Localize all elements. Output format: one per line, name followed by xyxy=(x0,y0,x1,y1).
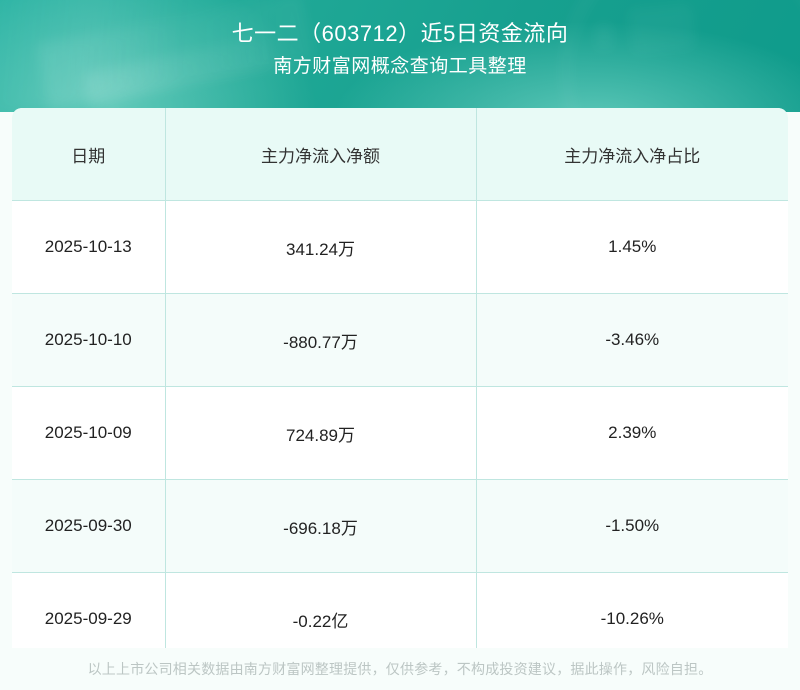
table-row: 2025-10-09 724.89万 2.39% xyxy=(12,386,788,480)
cell-net-ratio: 1.45% xyxy=(476,200,788,294)
cell-net-amount: -880.77万 xyxy=(165,293,477,387)
header-title-group: 七一二（603712）近5日资金流向 南方财富网概念查询工具整理 xyxy=(0,0,800,81)
column-header-net-ratio: 主力净流入净占比 xyxy=(476,108,788,201)
disclaimer-text: 以上上市公司相关数据由南方财富网整理提供，仅供参考，不构成投资建议，据此操作，风… xyxy=(87,661,713,677)
cell-date: 2025-10-13 xyxy=(12,200,166,294)
cell-net-amount: 341.24万 xyxy=(165,200,477,294)
cell-net-amount: -696.18万 xyxy=(165,479,477,573)
capital-flow-table: 日期 主力净流入净额 主力净流入净占比 2025-10-13 341.24万 1… xyxy=(12,108,788,666)
cell-date: 2025-10-09 xyxy=(12,386,166,480)
cell-date: 2025-09-30 xyxy=(12,479,166,573)
page-header-banner: 七一二（603712）近5日资金流向 南方财富网概念查询工具整理 xyxy=(0,0,800,112)
cell-net-amount: 724.89万 xyxy=(165,386,477,480)
table-header: 日期 主力净流入净额 主力净流入净占比 xyxy=(12,108,788,201)
table-row: 2025-10-10 -880.77万 -3.46% xyxy=(12,293,788,387)
footer: 以上上市公司相关数据由南方财富网整理提供，仅供参考，不构成投资建议，据此操作，风… xyxy=(0,648,800,690)
page-subtitle: 南方财富网概念查询工具整理 xyxy=(273,56,527,77)
cell-net-ratio: -1.50% xyxy=(476,479,788,573)
table-row: 2025-10-13 341.24万 1.45% xyxy=(12,200,788,294)
cell-net-ratio: 2.39% xyxy=(476,386,788,480)
column-header-date: 日期 xyxy=(12,108,166,201)
page-title: 七一二（603712）近5日资金流向 xyxy=(231,21,569,46)
data-table-card: 日期 主力净流入净额 主力净流入净占比 2025-10-13 341.24万 1… xyxy=(12,108,788,666)
table-header-row: 日期 主力净流入净额 主力净流入净占比 xyxy=(12,108,788,201)
table-body: 2025-10-13 341.24万 1.45% 2025-10-10 -880… xyxy=(12,200,788,666)
table-row: 2025-09-30 -696.18万 -1.50% xyxy=(12,479,788,573)
cell-date: 2025-10-10 xyxy=(12,293,166,387)
cell-net-ratio: -3.46% xyxy=(476,293,788,387)
column-header-net-amount: 主力净流入净额 xyxy=(165,108,477,201)
